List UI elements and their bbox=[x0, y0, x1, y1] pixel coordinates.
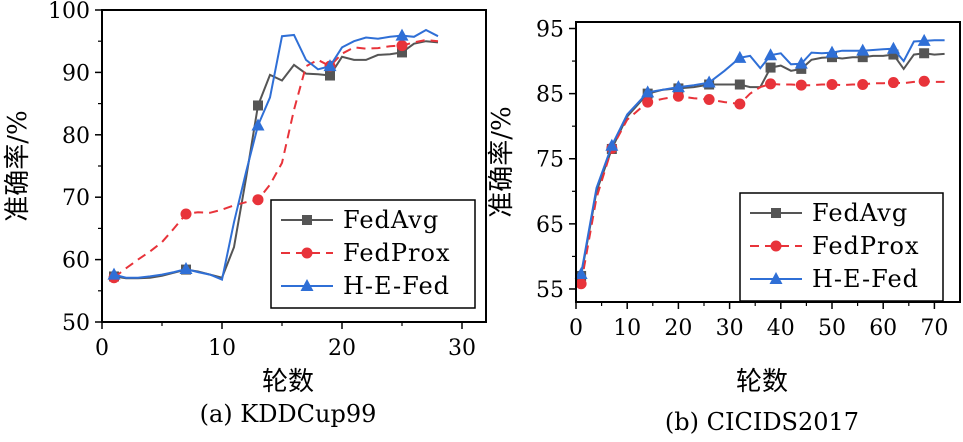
data-point-h-e-fed bbox=[395, 28, 409, 41]
data-point-h-e-fed bbox=[605, 138, 619, 151]
x-tick-label: 60 bbox=[869, 316, 897, 341]
y-tick-label: 65 bbox=[536, 213, 564, 238]
chart-caption: (b) CICIDS2017 bbox=[665, 408, 859, 436]
data-point-fedavg bbox=[325, 70, 335, 81]
data-point-h-e-fed bbox=[574, 267, 588, 279]
data-point-h-e-fed bbox=[641, 85, 655, 98]
data-point-h-e-fed bbox=[825, 45, 839, 58]
data-point-h-e-fed bbox=[251, 118, 265, 131]
y-tick-label: 70 bbox=[62, 186, 90, 211]
x-tick-label: 0 bbox=[95, 336, 109, 361]
y-tick-label: 75 bbox=[536, 148, 564, 173]
data-point-fedprox bbox=[180, 208, 192, 220]
legend-marker-fedavg bbox=[302, 215, 312, 225]
legend-label: H-E-Fed bbox=[343, 272, 450, 300]
data-point-h-e-fed bbox=[107, 267, 121, 280]
data-point-fedavg bbox=[397, 47, 407, 58]
x-tick-label: 0 bbox=[569, 316, 583, 341]
chart-2: 0 10 20 30 40 50 60 70 55 65 75 85 95 轮数 准确率/% (b) CICI… bbox=[487, 18, 961, 436]
y-tick-label: 55 bbox=[536, 278, 564, 303]
data-point-fedprox bbox=[765, 78, 777, 90]
y-tick-label: 100 bbox=[48, 0, 90, 24]
data-point-h-e-fed bbox=[323, 59, 337, 72]
data-point-h-e-fed bbox=[764, 48, 778, 61]
y-tick-label: 95 bbox=[536, 18, 564, 43]
data-point-h-e-fed bbox=[856, 43, 870, 56]
data-point-fedprox bbox=[575, 278, 587, 290]
data-point-fedavg bbox=[888, 49, 899, 60]
legend-marker-fedprox bbox=[770, 240, 782, 252]
data-point-h-e-fed bbox=[733, 50, 747, 63]
x-tick-label: 70 bbox=[920, 316, 948, 341]
legend-marker-h-e-fed bbox=[769, 272, 783, 284]
data-point-h-e-fed bbox=[702, 75, 716, 88]
plot-area bbox=[107, 28, 439, 284]
legend: FedAvg FedProx H-E-Fed bbox=[270, 199, 476, 309]
data-point-fedprox bbox=[734, 98, 746, 110]
data-point-h-e-fed bbox=[886, 41, 900, 54]
data-point-fedavg bbox=[734, 79, 745, 90]
data-point-h-e-fed bbox=[794, 56, 808, 69]
data-point-fedavg bbox=[765, 62, 776, 73]
chart-caption: (a) KDDCup99 bbox=[200, 400, 377, 428]
data-point-fedavg bbox=[253, 100, 263, 111]
y-tick-label: 85 bbox=[536, 83, 564, 108]
y-tick-label: 60 bbox=[62, 249, 90, 274]
x-tick-label: 30 bbox=[448, 336, 476, 361]
data-point-fedprox bbox=[396, 40, 408, 52]
data-point-fedprox bbox=[703, 93, 715, 105]
x-tick-label: 10 bbox=[208, 336, 236, 361]
x-tick-label: 10 bbox=[613, 316, 641, 341]
data-point-fedprox bbox=[642, 96, 654, 108]
y-axis-label: 准确率/% bbox=[487, 106, 517, 217]
data-point-fedavg bbox=[919, 48, 930, 59]
data-point-fedprox bbox=[918, 75, 930, 87]
y-tick-label: 90 bbox=[62, 61, 90, 86]
legend-marker-h-e-fed bbox=[300, 279, 314, 291]
series-line-fedprox bbox=[113, 38, 439, 279]
data-point-fedavg bbox=[857, 52, 868, 63]
data-point-h-e-fed bbox=[917, 33, 931, 46]
data-point-fedprox bbox=[795, 79, 807, 91]
series-line-h-e-fed bbox=[113, 28, 439, 281]
data-point-h-e-fed bbox=[179, 261, 193, 274]
y-axis-label: 准确率/% bbox=[3, 110, 33, 221]
x-tick-label: 30 bbox=[716, 316, 744, 341]
legend-label: FedProx bbox=[343, 239, 451, 267]
data-point-h-e-fed bbox=[671, 80, 685, 93]
data-point-fedavg bbox=[796, 63, 807, 74]
data-point-fedprox bbox=[887, 77, 899, 89]
legend-label: FedProx bbox=[812, 232, 920, 260]
legend-label: FedAvg bbox=[343, 206, 439, 234]
x-axis-label: 轮数 bbox=[262, 367, 314, 397]
x-tick-label: 20 bbox=[328, 336, 356, 361]
data-point-fedprox bbox=[672, 90, 684, 102]
data-point-fedprox bbox=[857, 79, 869, 91]
data-point-fedprox bbox=[252, 194, 264, 206]
plot-area bbox=[574, 33, 945, 290]
legend-marker-fedprox bbox=[301, 247, 313, 259]
x-tick-label: 50 bbox=[818, 316, 846, 341]
data-point-fedprox bbox=[826, 79, 838, 91]
y-tick-label: 50 bbox=[62, 311, 90, 336]
chart-1: 0 10 20 30 50 60 70 80 90 100 轮数 准确率/% (a) KDDCup99 F… bbox=[3, 0, 487, 428]
x-tick-label: 20 bbox=[664, 316, 692, 341]
legend-label: H-E-Fed bbox=[812, 265, 919, 293]
x-tick-label: 40 bbox=[767, 316, 795, 341]
x-axis-label: 轮数 bbox=[736, 367, 788, 397]
legend-marker-fedavg bbox=[771, 208, 781, 218]
axes-frame bbox=[575, 21, 961, 303]
legend: FedAvg FedProx H-E-Fed bbox=[739, 192, 944, 302]
legend-label: FedAvg bbox=[812, 199, 908, 227]
y-tick-label: 80 bbox=[62, 124, 90, 149]
